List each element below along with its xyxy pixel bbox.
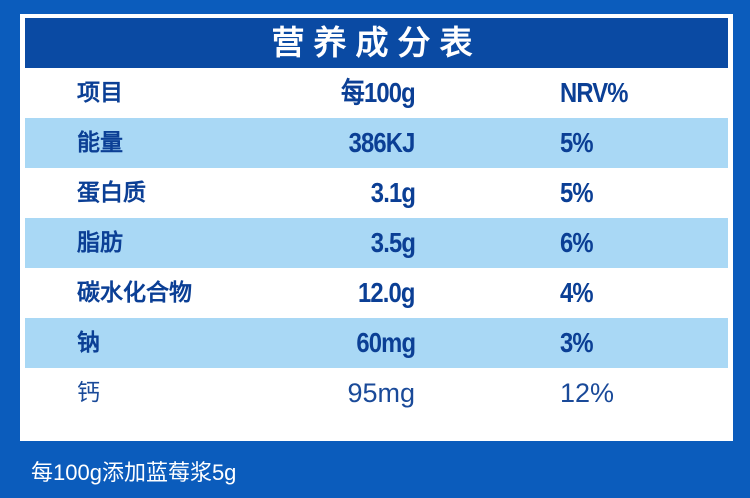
table-title: 营养成分表 (25, 18, 728, 68)
header-per100g: 每100g (341, 77, 416, 108)
table-row-calcium: 钙 95mg 12% (25, 368, 728, 418)
row-per100g: 3.5g (370, 227, 416, 258)
row-nrv: 4% (560, 277, 594, 308)
row-nrv: 5% (560, 177, 594, 208)
row-item: 钠 (77, 330, 100, 356)
header-nrv: NRV% (560, 77, 628, 108)
row-per100g: 3.1g (370, 177, 416, 208)
row-nrv: 6% (560, 227, 594, 258)
row-item: 蛋白质 (77, 180, 146, 206)
row-item: 能量 (77, 130, 123, 156)
row-per100g: 12.0g (358, 277, 415, 308)
row-per100g: 60mg (356, 327, 416, 358)
header-item: 项目 (77, 80, 123, 106)
table-row-carbohydrate: 碳水化合物 12.0g 4% (25, 268, 728, 318)
row-nrv: 12% (560, 378, 615, 408)
row-item: 脂肪 (77, 230, 123, 256)
table-row-sodium: 钠 60mg 3% (25, 318, 728, 368)
row-item: 碳水化合物 (77, 280, 192, 306)
table-header-row: 项目 每100g NRV% (25, 68, 728, 118)
row-per100g: 95mg (347, 378, 415, 408)
table-body: 项目 每100g NRV% 能量 386KJ 5% 蛋白质 3.1g 5% 脂肪… (25, 68, 728, 418)
row-nrv: 5% (560, 127, 594, 158)
nutrition-table: 营养成分表 项目 每100g NRV% 能量 386KJ 5% 蛋白质 3.1g… (20, 14, 733, 441)
table-row-protein: 蛋白质 3.1g 5% (25, 168, 728, 218)
table-row-fat: 脂肪 3.5g 6% (25, 218, 728, 268)
row-item: 钙 (77, 380, 100, 406)
row-nrv: 3% (560, 327, 594, 358)
row-per100g: 386KJ (349, 127, 416, 158)
footnote: 每100g添加蓝莓浆5g (31, 460, 237, 485)
table-row-energy: 能量 386KJ 5% (25, 118, 728, 168)
